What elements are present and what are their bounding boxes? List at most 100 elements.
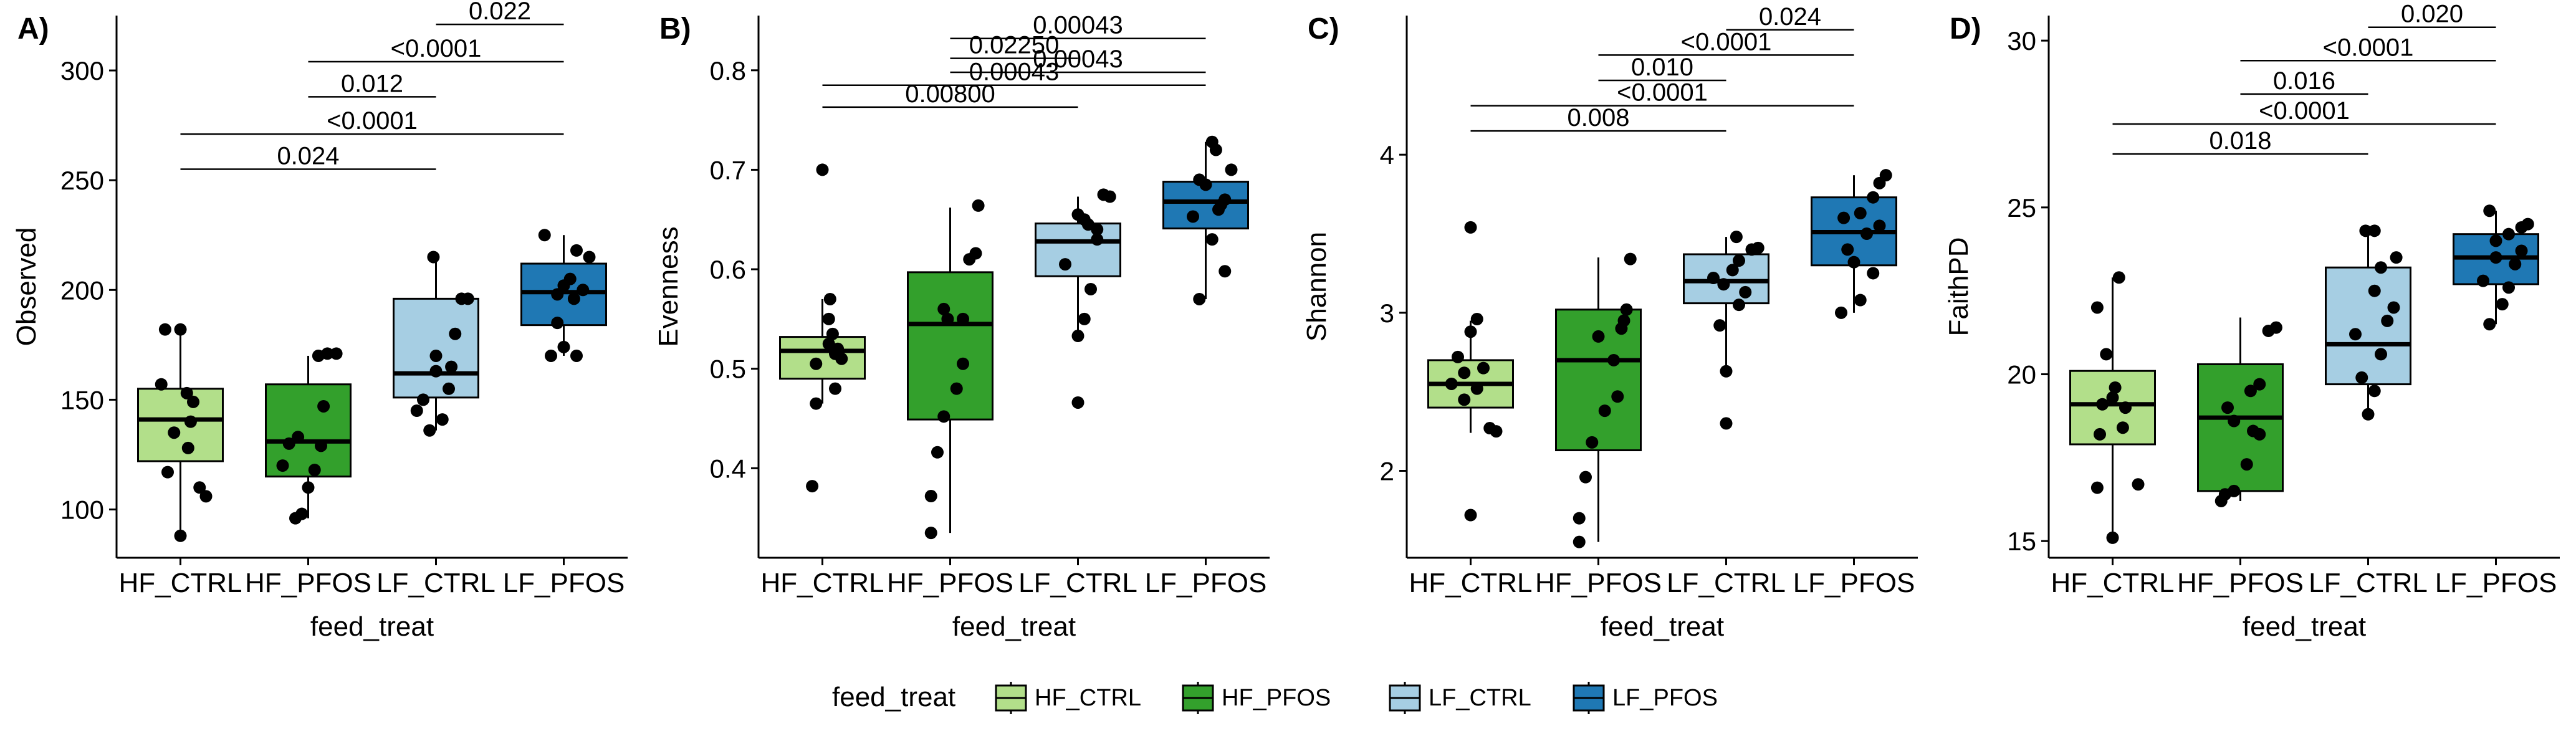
data-point	[2375, 261, 2387, 274]
data-point	[1477, 361, 1490, 375]
data-point	[1091, 233, 1104, 246]
data-point	[2253, 378, 2266, 391]
legend-label: LF_PFOS	[1612, 685, 1718, 711]
data-point	[199, 490, 213, 503]
x-tick-label: HF_CTRL	[2051, 568, 2174, 598]
data-point	[184, 415, 197, 428]
data-point	[161, 466, 174, 479]
y-tick-label: 250	[60, 166, 104, 195]
data-point	[1841, 243, 1854, 256]
data-point	[1720, 365, 1733, 378]
data-point	[2483, 204, 2496, 217]
data-point	[2496, 298, 2509, 311]
data-point	[2359, 224, 2372, 237]
data-point	[295, 507, 309, 520]
data-point	[1592, 330, 1605, 343]
data-point	[810, 397, 823, 410]
box-LF_CTRL	[2325, 231, 2411, 414]
data-point	[2483, 318, 2496, 331]
box-HF_PFOS	[1555, 257, 1642, 542]
data-point	[1573, 535, 1586, 548]
data-point	[806, 480, 819, 493]
data-point	[957, 357, 969, 370]
data-point	[282, 437, 295, 450]
data-point	[1717, 278, 1730, 291]
y-tick-label: 100	[60, 495, 104, 525]
box-iqr	[1035, 222, 1121, 277]
data-point	[2109, 381, 2122, 394]
data-point	[436, 413, 449, 426]
data-point	[449, 327, 462, 340]
data-point	[1458, 393, 1471, 406]
y-tick-label: 0.4	[710, 454, 746, 483]
data-point	[1854, 207, 1867, 220]
data-point	[1445, 377, 1458, 390]
data-point	[1470, 312, 1483, 325]
data-point	[2094, 428, 2106, 441]
x-tick-label: HF_PFOS	[1535, 568, 1662, 598]
data-point	[950, 382, 963, 395]
box-iqr	[1683, 253, 1769, 305]
data-point	[1598, 404, 1611, 418]
p-value-label: 0.020	[2401, 1, 2463, 28]
p-value-label: 0.012	[341, 70, 403, 97]
y-tick-label: 2	[1380, 456, 1394, 485]
data-point	[557, 279, 570, 292]
panel-label: A)	[17, 12, 49, 45]
data-point	[972, 199, 985, 212]
data-point	[2362, 408, 2375, 421]
data-point	[557, 340, 570, 353]
data-point	[2119, 401, 2132, 414]
p-value-label: <0.0001	[327, 107, 418, 135]
data-point	[1726, 264, 1739, 277]
data-point	[180, 386, 193, 399]
data-point	[2521, 217, 2534, 231]
data-point	[1751, 241, 1764, 254]
data-point	[2375, 348, 2387, 361]
y-axis-title: FaithPD	[1943, 237, 1974, 337]
y-tick-label: 150	[60, 385, 104, 414]
y-tick-label: 300	[60, 56, 104, 85]
p-value-label: 0.018	[2209, 127, 2271, 155]
data-point	[417, 393, 429, 406]
data-point	[567, 292, 580, 305]
panel-label: B)	[659, 12, 691, 45]
data-point	[1078, 312, 1091, 325]
panel-d: D) 15 20 25 30 FaithPD HF_CTRL HF_PFOS LF_CTRL LF…	[1943, 1, 2560, 642]
data-point	[1579, 471, 1592, 484]
data-point	[2509, 257, 2522, 270]
data-point	[302, 481, 315, 494]
data-point	[1837, 211, 1851, 224]
data-point	[2515, 244, 2528, 257]
x-tick-label: LF_CTRL	[376, 568, 496, 598]
data-point	[429, 349, 443, 362]
box-HF_PFOS	[265, 355, 352, 519]
data-point	[1624, 252, 1637, 265]
y-tick-label: 0.6	[710, 255, 746, 284]
data-point	[829, 347, 841, 360]
x-tick-label: LF_CTRL	[1667, 568, 1786, 598]
data-point	[1739, 285, 1752, 299]
y-axis-title: Observed	[11, 227, 42, 346]
data-point	[1607, 353, 1621, 366]
panel-c: C) 2 3 4 Shannon HF_CTRL HF_PFOS LF_CTRL LF_PFOS…	[1301, 3, 1918, 642]
data-point	[445, 360, 458, 373]
data-point	[168, 426, 181, 439]
legend-label: HF_CTRL	[1035, 685, 1141, 711]
data-point	[545, 349, 557, 362]
data-point	[1733, 254, 1745, 267]
data-point	[2090, 301, 2104, 314]
y-tick-label: 30	[2007, 26, 2036, 55]
data-point	[823, 292, 836, 305]
data-point	[1059, 258, 1071, 271]
data-point	[1205, 135, 1219, 148]
box-HF_PFOS	[2197, 317, 2284, 501]
y-axis-title: Evenness	[653, 226, 684, 346]
data-point	[810, 357, 823, 370]
data-point	[1713, 319, 1726, 332]
data-point	[2489, 234, 2502, 247]
data-point	[924, 490, 937, 503]
legend-item-HF_CTRL: HF_CTRL	[995, 682, 1141, 714]
box-HF_CTRL	[779, 299, 866, 404]
